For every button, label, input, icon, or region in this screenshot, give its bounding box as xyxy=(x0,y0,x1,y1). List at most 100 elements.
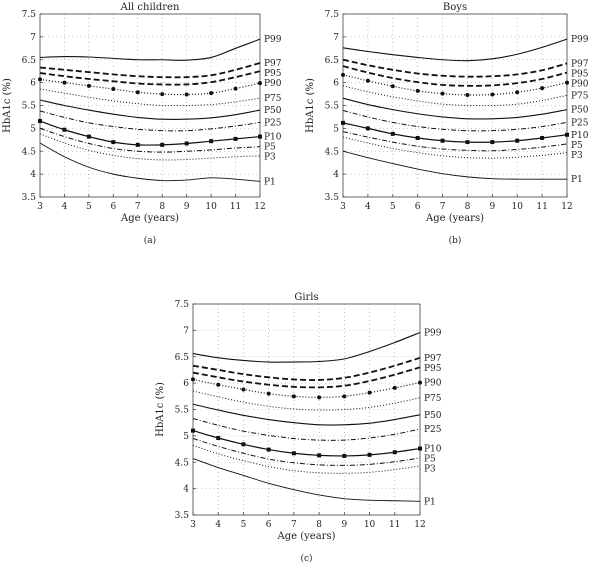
series-label-p1: P1 xyxy=(264,177,276,187)
y-tick-label: 7.5 xyxy=(175,300,190,310)
x-tick-label: 9 xyxy=(489,202,495,212)
y-tick-label: 4 xyxy=(30,170,36,180)
y-tick-label: 4.5 xyxy=(325,147,340,157)
panel-caption: (c) xyxy=(300,553,312,564)
y-tick-label: 5 xyxy=(333,124,339,134)
data-point-p10 xyxy=(440,138,445,143)
chart-title: Girls xyxy=(294,292,318,303)
data-point-p10 xyxy=(565,132,569,137)
x-tick-label: 10 xyxy=(205,202,217,212)
y-tick-label: 7 xyxy=(30,33,36,43)
data-point-p90 xyxy=(540,86,545,91)
x-tick-label: 7 xyxy=(135,202,141,212)
y-axis-label: HbA1c (%) xyxy=(305,78,316,133)
series-label-p3: P3 xyxy=(264,153,276,163)
panel-caption: (a) xyxy=(144,235,156,246)
series-line-p3 xyxy=(192,444,421,474)
data-point-p90 xyxy=(341,72,345,77)
data-point-p90 xyxy=(365,78,370,83)
x-tick-label: 3 xyxy=(37,202,43,212)
data-point-p90 xyxy=(390,84,395,89)
y-tick-label: 7 xyxy=(183,326,189,336)
data-point-p10 xyxy=(390,131,395,136)
data-point-p10 xyxy=(342,453,347,458)
y-axis-label: HbA1c (%) xyxy=(2,78,13,133)
data-point-p10 xyxy=(515,138,520,143)
series-line-p50 xyxy=(342,97,568,120)
data-point-p10 xyxy=(418,446,422,451)
data-point-p10 xyxy=(111,140,116,145)
series-line-p10 xyxy=(342,122,568,143)
data-point-p10 xyxy=(160,142,165,147)
x-tick-label: 4 xyxy=(215,520,221,530)
data-point-p90 xyxy=(62,80,67,85)
series-line-p10 xyxy=(39,120,261,146)
data-point-p90 xyxy=(135,90,140,95)
data-point-p90 xyxy=(515,90,520,95)
data-point-p90 xyxy=(111,87,116,92)
x-axis-label: Age (years) xyxy=(120,213,179,224)
series-line-p90 xyxy=(39,78,261,96)
x-tick-label: 8 xyxy=(465,202,471,212)
y-tick-label: 6.5 xyxy=(325,56,340,66)
chart-panel-2: 3 4 5 6 7 8 9 10 11 12 3.5 4 4.5 5 5.5 6 6.5 7 7.5 Boys Age … xyxy=(305,2,589,246)
y-tick-label: 6 xyxy=(30,79,36,89)
series-label-p75: P75 xyxy=(571,91,589,101)
data-point-p90 xyxy=(342,394,347,399)
series-label-p10: P10 xyxy=(264,133,282,143)
series-label-p5: P5 xyxy=(264,143,276,153)
data-point-p90 xyxy=(38,77,42,82)
x-tick-label: 11 xyxy=(536,202,547,212)
data-point-p10 xyxy=(38,119,42,124)
x-tick-label: 6 xyxy=(110,202,116,212)
x-tick-label: 12 xyxy=(414,520,425,530)
y-tick-label: 5 xyxy=(30,124,36,134)
y-tick-label: 5.5 xyxy=(325,102,340,112)
x-tick-label: 8 xyxy=(159,202,165,212)
y-tick-label: 6 xyxy=(183,379,189,389)
data-point-p90 xyxy=(418,380,422,385)
x-axis-label: Age (years) xyxy=(425,213,484,224)
data-point-p90 xyxy=(317,395,322,400)
series-line-p25 xyxy=(39,110,261,132)
series-label-p50: P50 xyxy=(264,106,282,116)
x-tick-label: 9 xyxy=(184,202,190,212)
data-point-p10 xyxy=(135,142,140,147)
series-line-p5 xyxy=(342,131,568,152)
chart-panel-1: 3 4 5 6 7 8 9 10 11 12 3.5 4 4.5 5 5.5 6 6.5 7 7.5 All chil… xyxy=(2,2,282,246)
series-line-p95 xyxy=(342,65,568,87)
series-label-p99: P99 xyxy=(264,35,282,45)
y-tick-label: 5.5 xyxy=(175,406,190,416)
data-point-p10 xyxy=(490,140,495,145)
data-point-p10 xyxy=(216,435,221,440)
data-point-p90 xyxy=(241,387,246,392)
series-line-p99 xyxy=(39,38,261,61)
series-label-p97: P97 xyxy=(264,59,282,69)
series-label-p25: P25 xyxy=(424,425,442,435)
series-line-p25 xyxy=(192,417,421,441)
series-label-p3: P3 xyxy=(571,151,583,161)
series-line-p25 xyxy=(342,110,568,132)
series-line-p75 xyxy=(342,85,568,107)
series-label-p75: P75 xyxy=(264,94,282,104)
data-point-p90 xyxy=(216,382,221,387)
x-tick-label: 5 xyxy=(86,202,92,212)
data-point-p10 xyxy=(392,450,397,455)
x-axis-label: Age (years) xyxy=(277,531,336,542)
series-line-p5 xyxy=(39,127,261,153)
x-tick-label: 12 xyxy=(561,202,572,212)
series-line-p99 xyxy=(192,331,421,363)
data-point-p10 xyxy=(86,134,91,139)
data-point-p10 xyxy=(184,141,189,146)
y-tick-label: 3.5 xyxy=(22,193,37,203)
series-label-p25: P25 xyxy=(571,118,589,128)
data-point-p10 xyxy=(291,451,296,456)
x-tick-label: 3 xyxy=(340,202,346,212)
data-point-p10 xyxy=(367,452,372,457)
x-tick-label: 10 xyxy=(511,202,523,212)
series-label-p99: P99 xyxy=(424,328,442,338)
data-point-p10 xyxy=(241,442,246,447)
data-point-p90 xyxy=(191,377,195,382)
y-tick-label: 4 xyxy=(333,170,339,180)
